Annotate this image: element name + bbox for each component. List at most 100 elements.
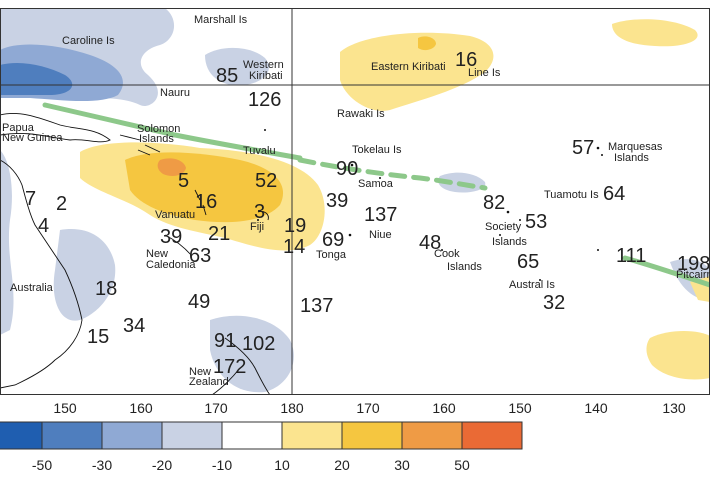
island-label-society-islands: Society — [485, 221, 522, 233]
legend-label: -10 — [212, 457, 232, 473]
island-label-new-zealand: New — [189, 366, 211, 378]
island-dots — [257, 129, 603, 281]
island-label-society-islands: Islands — [492, 236, 527, 248]
island-label-samoa: Samoa — [358, 178, 394, 190]
negative-anomaly-western-kiribati — [205, 47, 269, 86]
island-label-rawaki: Rawaki Is — [337, 108, 385, 120]
rainfall-value: 39 — [160, 226, 182, 248]
island-label-marquesas: Islands — [614, 152, 649, 164]
rainfall-value: 21 — [208, 223, 230, 245]
australia-coast — [0, 159, 83, 389]
longitude-tick-label: 130 — [662, 400, 686, 416]
island-dot — [506, 210, 510, 214]
rainfall-value: 16 — [455, 49, 477, 71]
rainfall-value: 18 — [95, 278, 117, 300]
island-dot — [348, 233, 352, 237]
new-caledonia-coast — [164, 234, 193, 257]
legend-bar: -50 -30 -20 -10 10 20 30 50 — [0, 421, 523, 473]
rainfall-value: 48 — [419, 232, 441, 254]
island-label-fiji: Fiji — [250, 221, 264, 233]
spcz-dashed-segment — [297, 157, 488, 191]
longitude-tick-label: 170 — [204, 400, 228, 416]
rainfall-value: 69 — [322, 229, 344, 251]
rainfall-value: 102 — [242, 333, 275, 355]
rainfall-value: 32 — [543, 292, 565, 314]
island-label-new-zealand: Zealand — [189, 376, 229, 388]
island-label-tonga: Tonga — [316, 249, 347, 261]
island-label-cook-islands: Cook — [434, 248, 460, 260]
longitude-tick-label: 160 — [432, 400, 456, 416]
legend-swatch — [401, 421, 463, 450]
island-label-eastern-kiribati: Eastern Kiribati — [371, 61, 446, 73]
legend-swatch — [281, 421, 343, 450]
rainfall-value: 126 — [248, 89, 281, 111]
longitude-tick-label: 140 — [584, 400, 608, 416]
rainfall-value: 90 — [336, 158, 358, 180]
island-label-western-kiribati: Western — [243, 59, 284, 71]
negative-anomaly-core-2 — [0, 63, 73, 95]
island-label-papua-new-guinea: Papua — [2, 122, 35, 134]
island-label-marshall: Marshall Is — [194, 14, 248, 26]
map-canvas: Marshall Is Caroline Is Western Kiribati… — [0, 8, 710, 395]
longitude-tick-label: 180 — [280, 400, 304, 416]
rainfall-value: 16 — [195, 191, 217, 213]
rainfall-value: 65 — [517, 251, 539, 273]
island-label-vanuatu: Vanuatu — [155, 209, 195, 221]
island-dot — [257, 219, 259, 221]
negative-anomaly-west-edge — [0, 150, 14, 335]
rainfall-value: 5 — [178, 170, 189, 192]
positive-anomaly-eastern-kiribati-core — [418, 36, 436, 51]
longitude-tick-label: 170 — [356, 400, 380, 416]
rainfall-value: 52 — [255, 170, 277, 192]
island-label-papua-new-guinea: New Guinea — [2, 132, 63, 144]
legend-label: 20 — [334, 457, 350, 473]
island-label-marquesas: Marquesas — [608, 141, 663, 153]
legend-label: -30 — [92, 457, 112, 473]
convergence-zone-line — [42, 102, 710, 288]
legend-swatch — [341, 421, 403, 450]
rainfall-value: 2 — [56, 193, 67, 215]
island-label-cook-islands: Islands — [447, 261, 482, 273]
papua-new-guinea-coast — [0, 113, 111, 143]
positive-anomaly-north-east — [612, 19, 698, 47]
rainfall-value: 3 — [254, 201, 265, 223]
island-dot — [596, 146, 600, 150]
rainfall-value: 82 — [483, 192, 505, 214]
legend-label: 30 — [394, 457, 410, 473]
island-labels: Marshall Is Caroline Is Western Kiribati… — [2, 14, 710, 388]
island-dot — [499, 234, 501, 236]
rainfall-value: 15 — [87, 326, 109, 348]
island-label-tokelau: Tokelau Is — [352, 144, 402, 156]
rainfall-value: 91 — [214, 330, 236, 352]
rainfall-value: 137 — [300, 295, 333, 317]
anomaly-shading — [0, 8, 710, 393]
legend-swatch — [161, 421, 223, 450]
island-label-line-is: Line Is — [468, 67, 501, 79]
longitude-tick-label: 150 — [508, 400, 532, 416]
island-label-solomon-islands: Islands — [139, 133, 174, 145]
longitude-tick-label: 150 — [53, 400, 77, 416]
rainfall-value: 111 — [616, 245, 646, 267]
solomon-islands-coast — [119, 134, 161, 156]
legend-swatch — [41, 421, 103, 450]
legend-label: 10 — [274, 457, 290, 473]
island-dot — [539, 279, 541, 281]
legend-label: 50 — [454, 457, 470, 473]
legend-label: -50 — [32, 457, 52, 473]
island-label-pitcairn: Pitcairn — [676, 269, 710, 281]
island-dot — [350, 163, 354, 167]
negative-anomaly-new-zealand — [210, 315, 294, 393]
rainfall-value: 64 — [603, 183, 625, 205]
legend-swatch — [0, 421, 43, 450]
rainfall-value: 198 — [677, 253, 710, 275]
island-label-caroline: Caroline Is — [62, 35, 115, 47]
coastlines — [0, 113, 271, 395]
island-dot — [597, 249, 599, 251]
island-label-new-caledonia: Caledonia — [146, 259, 196, 271]
island-dot — [379, 177, 381, 179]
island-dot — [601, 154, 603, 156]
rainfall-value: 49 — [188, 291, 210, 313]
rainfall-value: 14 — [283, 236, 305, 258]
rainfall-value: 63 — [189, 245, 211, 267]
legend-label: -20 — [152, 457, 172, 473]
